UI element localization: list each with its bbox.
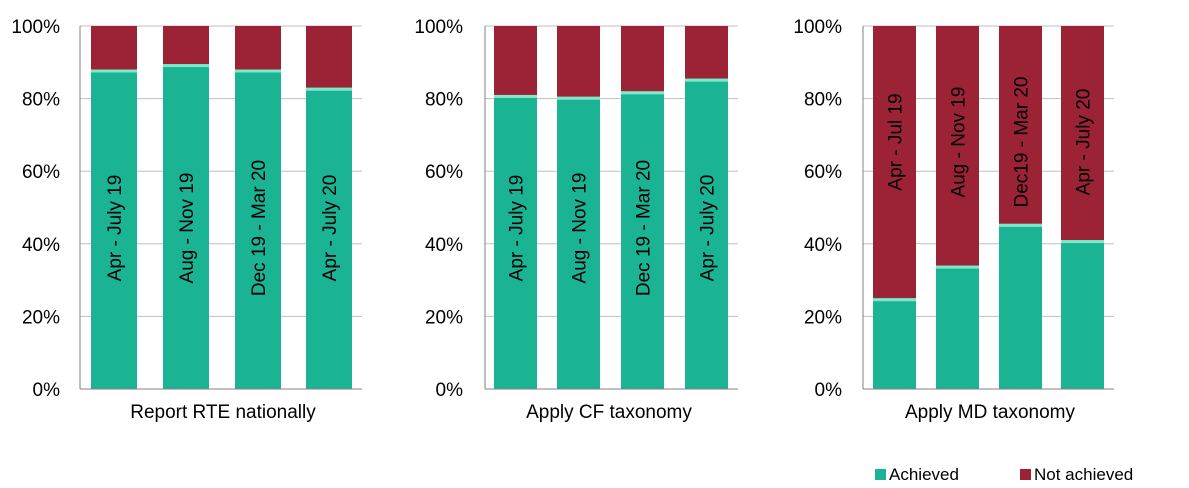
y-tick-label: 80%: [804, 90, 842, 111]
bar-segment-achieved: [621, 91, 664, 389]
bar-segment-achieved: [306, 87, 352, 390]
bar-segment-not-achieved: [873, 26, 916, 299]
bar-segment-not-achieved: [306, 26, 352, 88]
bar-segment-achieved: [1061, 240, 1104, 389]
legend-swatch-achieved: [875, 469, 886, 480]
y-tick-label: 60%: [425, 162, 463, 183]
y-tick-label: 60%: [22, 162, 60, 183]
bar-segment-not-achieved: [1061, 26, 1104, 241]
bar-segment-not-achieved: [685, 26, 728, 79]
chart-panel-apply-md: 0% 20% 40% 60% 80% 100% Apr - Jul 19 Aug - Nov …: [793, 17, 1114, 423]
bar-segment-achieved: [494, 94, 537, 389]
bar-category-label: Aug - Nov 19: [570, 173, 591, 284]
bar-segment-achieved: [873, 298, 916, 389]
legend-label-achieved: Achieved: [889, 465, 959, 484]
y-tick-label: 0%: [436, 380, 464, 401]
bar-segment-achieved: [235, 69, 281, 389]
legend-swatch-not-achieved: [1020, 469, 1031, 480]
y-tick-label: 40%: [804, 235, 842, 256]
y-tick-label: 80%: [22, 90, 60, 111]
y-tick-label: 20%: [425, 307, 463, 328]
y-tick-label: 60%: [804, 162, 842, 183]
bar-category-label: Apr - July 20: [1074, 89, 1095, 196]
x-axis-label: Apply CF taxonomy: [526, 402, 692, 423]
bar-category-label: Aug - Nov 19: [949, 87, 970, 198]
bar-category-label: Aug - Nov 19: [177, 173, 198, 284]
bar-segment-not-achieved: [494, 26, 537, 95]
bar-category-label: Apr - Jul 19: [886, 93, 907, 190]
bar-segment-not-achieved: [621, 26, 664, 92]
y-tick-label: 0%: [33, 380, 61, 401]
y-tick-label: 40%: [425, 235, 463, 256]
bar-segment-not-achieved: [163, 26, 209, 65]
bar-category-label: Apr - July 19: [507, 175, 528, 282]
bar-segment-achieved: [936, 265, 979, 389]
x-axis-label: Apply MD taxonomy: [905, 402, 1076, 423]
y-tick-label: 20%: [22, 307, 60, 328]
x-axis-label: Report RTE nationally: [130, 402, 316, 423]
bar-category-label: Dec 19 - Mar 20: [634, 160, 655, 296]
bar-category-label: Apr - July 19: [105, 175, 126, 282]
bar-segment-not-achieved: [936, 26, 979, 266]
y-tick-label: 40%: [22, 235, 60, 256]
legend: Achieved Not achieved: [875, 465, 1133, 484]
y-tick-label: 100%: [414, 17, 463, 38]
bar-category-label: Apr - July 20: [320, 175, 341, 282]
bar-segment-achieved: [163, 64, 209, 390]
bar-segment-achieved: [557, 96, 600, 389]
bar-category-label: Dec19 - Mar 20: [1012, 77, 1033, 208]
y-tick-label: 0%: [815, 380, 843, 401]
bar-segment-achieved: [999, 223, 1042, 389]
y-tick-label: 100%: [11, 17, 60, 38]
bar-segment-not-achieved: [557, 26, 600, 97]
legend-label-not-achieved: Not achieved: [1034, 465, 1133, 484]
y-tick-label: 100%: [793, 17, 842, 38]
chart-panel-apply-cf: 0% 20% 40% 60% 80% 100% Apr - July 19 Aug - Nov…: [414, 17, 738, 423]
bar-category-label: Apr - July 20: [698, 175, 719, 282]
y-tick-label: 80%: [425, 90, 463, 111]
bar-segment-not-achieved: [91, 26, 137, 70]
bar-segment-achieved: [685, 78, 728, 389]
y-tick-label: 20%: [804, 307, 842, 328]
bar-segment-not-achieved: [999, 26, 1042, 224]
bar-segment-achieved: [91, 69, 137, 389]
bar-segment-not-achieved: [235, 26, 281, 70]
chart-panel-report-rte: 0% 20% 40% 60% 80% 100% Apr - July 19 Aug - Nov…: [11, 17, 362, 423]
bar-category-label: Dec 19 - Mar 20: [249, 160, 270, 296]
